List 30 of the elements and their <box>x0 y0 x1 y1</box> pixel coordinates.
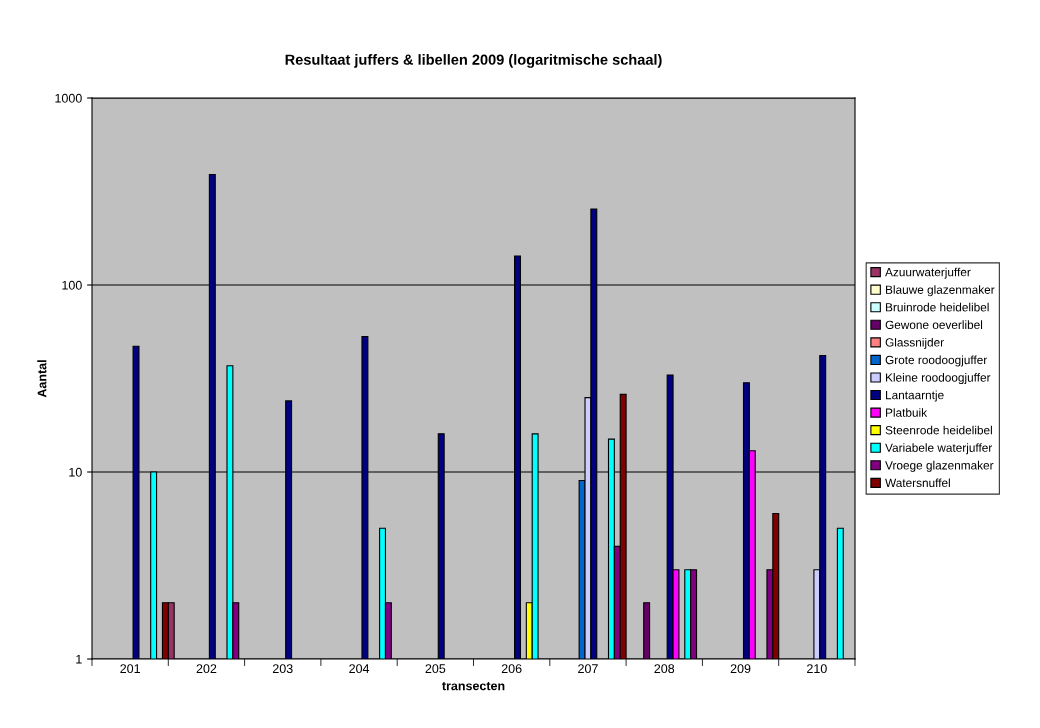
legend-label: Watersnuffel <box>885 478 950 488</box>
y-tick-label: 1 <box>76 654 82 664</box>
legend-label: Kleine roodoogjuffer <box>886 373 991 385</box>
legend-label: Grote roodoogjuffer <box>885 355 988 367</box>
legend-label: Steenrode heidelibel <box>885 425 992 435</box>
x-tick-label: 201 <box>120 664 140 674</box>
legend-label: Gewone oeverlibel <box>885 320 983 330</box>
x-tick-label: 205 <box>425 664 446 674</box>
chart-title: Resultaat juffers & libellen 2009 (logaritmische schaal) <box>285 54 662 68</box>
x-tick-label: 202 <box>196 664 217 674</box>
legend-label: Variabele waterjuffer <box>885 443 993 455</box>
y-axis-title: Aantal <box>37 360 47 398</box>
legend-label: Lantaarntje <box>886 390 944 402</box>
legend-label: Glassnijder <box>885 337 944 349</box>
legend-label: Bruinrode heidelibel <box>886 302 989 312</box>
x-tick-label: 203 <box>272 664 293 674</box>
x-tick-label: 206 <box>501 664 522 674</box>
legend-label: Platbuik <box>886 408 928 417</box>
y-tick-label: 1000 <box>55 93 82 103</box>
y-tick-label: 10 <box>69 467 82 477</box>
y-tick-label: 100 <box>62 280 82 290</box>
legend-label: Blauwe glazenmaker <box>886 285 995 297</box>
x-tick-label: 204 <box>349 664 370 674</box>
x-axis-title: transecten <box>442 681 505 691</box>
x-tick-label: 209 <box>730 664 751 674</box>
legend-label: Azuurwaterjuffer <box>885 267 971 279</box>
x-tick-label: 210 <box>807 664 827 674</box>
x-tick-label: 208 <box>654 664 675 674</box>
x-tick-label: 207 <box>578 664 598 674</box>
legend-label: Vroege glazenmaker <box>885 460 994 472</box>
